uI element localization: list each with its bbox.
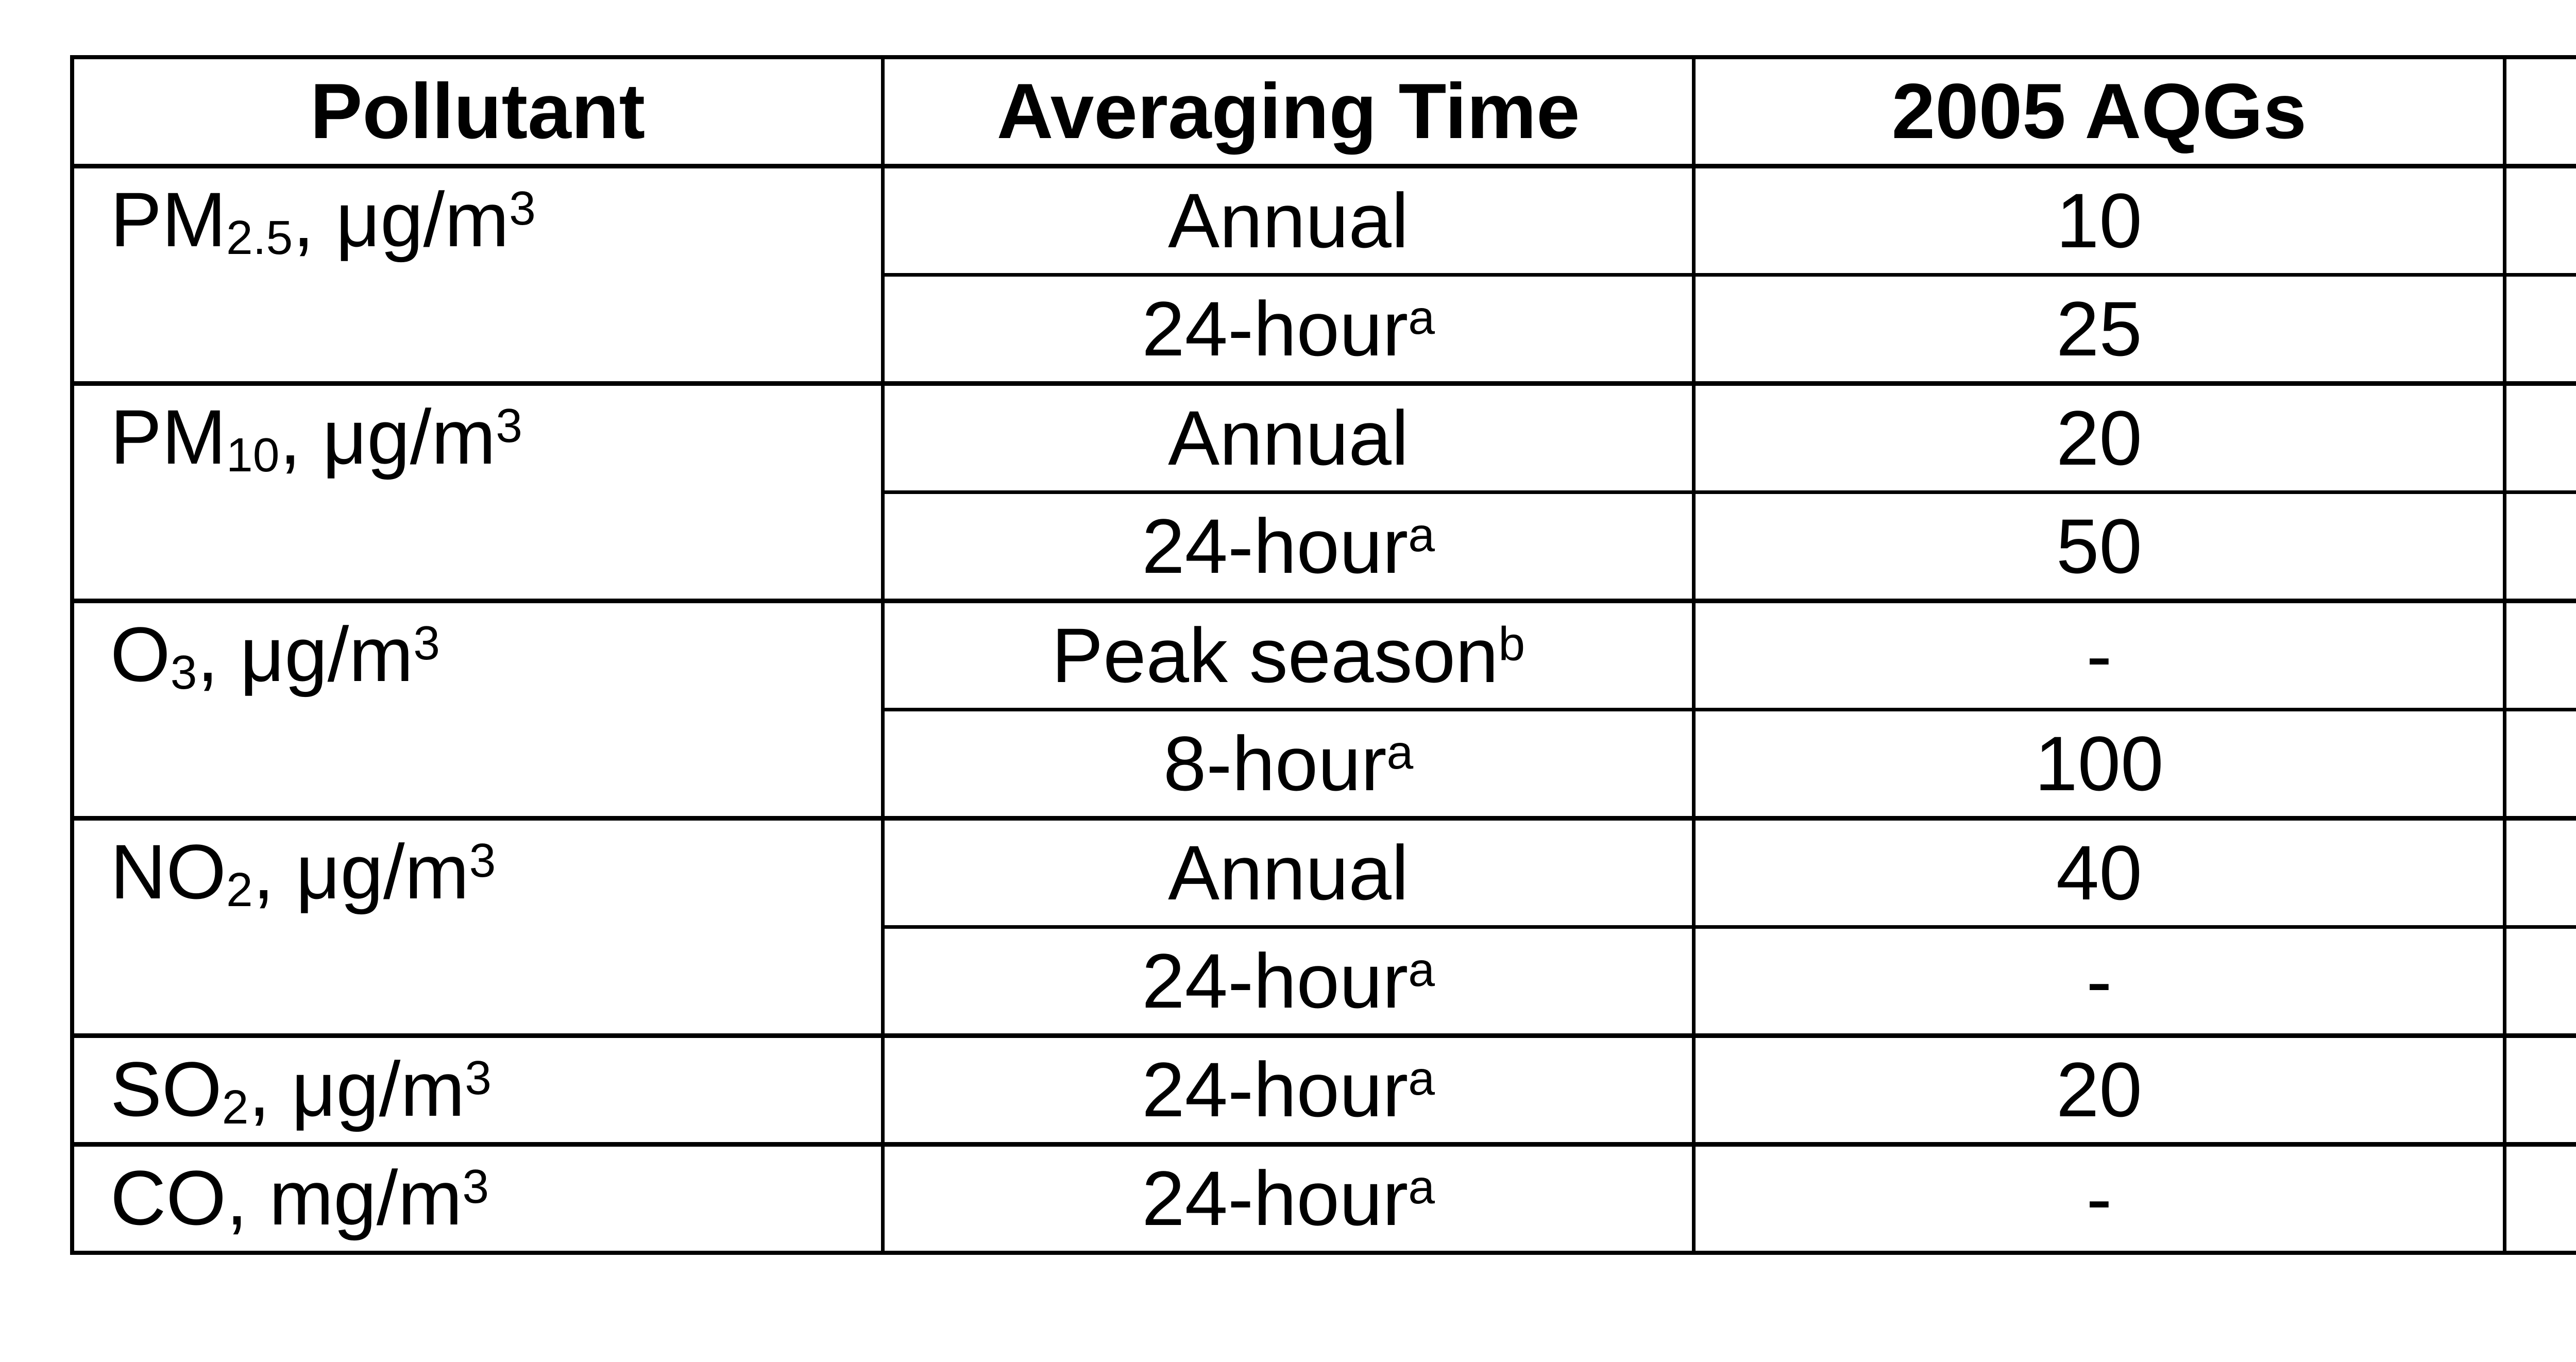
- aqg-2005-cell: 20: [1692, 381, 2506, 494]
- averaging-time-cell: Peak seasonb: [881, 598, 1696, 711]
- pollutant-formula: CO, mg/m3: [110, 1154, 489, 1241]
- column-header-2005-aqgs: 2005 AQGs: [1692, 55, 2506, 168]
- aqg-2021-cell: 100: [2502, 707, 2576, 820]
- aqg-2005-cell: 100: [1692, 707, 2506, 820]
- pollutant-cell-o3: O3, μg/m3: [70, 598, 885, 820]
- column-header-averaging-time: Averaging Time: [881, 55, 1696, 168]
- averaging-time-cell: Annual: [881, 163, 1696, 277]
- aqg-2005-cell: 20: [1692, 1033, 2506, 1146]
- averaging-time-cell: 24-houra: [881, 1142, 1696, 1255]
- aqg-2005-cell: -: [1692, 598, 2506, 711]
- aqg-table: Pollutant Averaging Time 2005 AQGs 2021 …: [70, 55, 2576, 1255]
- pollutant-formula: PM10, μg/m3: [110, 394, 523, 482]
- footnote-superscript: a: [1408, 290, 1435, 344]
- table-row: O3, μg/m3 Peak seasonb - 60: [70, 598, 2576, 820]
- aqg-2021-cell: 15: [2502, 273, 2576, 385]
- header-row: Pollutant Averaging Time 2005 AQGs 2021 …: [70, 55, 2576, 168]
- aqg-2005-cell: -: [1692, 1142, 2506, 1255]
- column-header-2021-aqgs: 2021 AQGs: [2502, 55, 2576, 168]
- pollutant-formula: SO2, μg/m3: [110, 1046, 492, 1134]
- footnote-superscript: a: [1408, 1051, 1435, 1105]
- aqg-2021-cell: 60: [2502, 598, 2576, 711]
- unit-superscript: 3: [469, 833, 496, 888]
- pollutant-cell-no2: NO2, μg/m3: [70, 815, 885, 1037]
- footnote-superscript: a: [1408, 942, 1435, 996]
- pollutant-cell-co: CO, mg/m3: [70, 1142, 885, 1255]
- table-row: 8-houra 100 100: [72, 707, 2576, 820]
- pollutant-formula: PM2.5, μg/m3: [110, 176, 536, 264]
- aqg-2021-cell: 40: [2502, 1033, 2576, 1146]
- formula-subscript: 10: [226, 428, 280, 482]
- pollutant-formula: O3, μg/m3: [110, 611, 440, 699]
- table-row: PM10, μg/m3 Annual 20 15: [70, 381, 2576, 603]
- averaging-time-cell: 24-houra: [881, 1033, 1696, 1146]
- formula-subscript: 2: [226, 862, 253, 916]
- aqg-2021-cell: 45: [2502, 490, 2576, 603]
- formula-subscript: 3: [170, 645, 197, 699]
- averaging-time-cell: 8-houra: [881, 707, 1696, 820]
- table-row: SO2, μg/m3 24-houra 20 40: [70, 1033, 2576, 1146]
- aqg-2005-cell: 25: [1692, 273, 2506, 385]
- aqg-2005-cell: 50: [1692, 490, 2506, 603]
- averaging-time-cell: 24-houra: [881, 925, 1696, 1037]
- footnote-superscript: b: [1498, 617, 1526, 671]
- pollutant-cell-pm25: PM2.5, μg/m3: [70, 163, 885, 385]
- aqg-2005-cell: 40: [1692, 815, 2506, 929]
- unit-superscript: 3: [413, 616, 440, 670]
- aqg-2005-cell: 10: [1692, 163, 2506, 277]
- table-row: PM2.5, μg/m3 Annual 10 5: [70, 163, 2576, 385]
- table-row: CO, mg/m3 24-houra - 4: [70, 1142, 2576, 1255]
- table-row: 24-houra 50 45: [72, 490, 2576, 603]
- aqg-2021-cell: 25: [2502, 925, 2576, 1037]
- formula-subscript: 2: [222, 1080, 249, 1134]
- unit-superscript: 3: [509, 181, 536, 235]
- averaging-time-cell: 24-houra: [881, 273, 1696, 385]
- averaging-time-cell: Annual: [881, 381, 1696, 494]
- table-row: NO2, μg/m3 Annual 40 10: [70, 815, 2576, 1037]
- pollutant-formula: NO2, μg/m3: [110, 828, 496, 916]
- unit-superscript: 3: [462, 1160, 489, 1214]
- aqg-2021-cell: 4: [2502, 1142, 2576, 1255]
- unit-superscript: 3: [496, 399, 523, 453]
- pollutant-cell-so2: SO2, μg/m3: [70, 1033, 885, 1146]
- averaging-time-cell: 24-houra: [881, 490, 1696, 603]
- pollutant-cell-pm10: PM10, μg/m3: [70, 381, 885, 603]
- footnote-superscript: a: [1408, 1160, 1435, 1214]
- unit-superscript: 3: [465, 1051, 492, 1105]
- aqg-2021-cell: 10: [2502, 815, 2576, 929]
- aqg-2021-cell: 5: [2502, 163, 2576, 277]
- table-row: 24-houra 25 15: [72, 273, 2576, 385]
- aqg-2021-cell: 15: [2502, 381, 2576, 494]
- averaging-time-cell: Annual: [881, 815, 1696, 929]
- table-row: 24-houra - 25: [72, 925, 2576, 1037]
- formula-subscript: 2.5: [226, 210, 293, 264]
- footnote-superscript: a: [1386, 725, 1414, 779]
- aqg-2005-cell: -: [1692, 925, 2506, 1037]
- footnote-superscript: a: [1408, 507, 1435, 561]
- column-header-pollutant: Pollutant: [70, 55, 885, 168]
